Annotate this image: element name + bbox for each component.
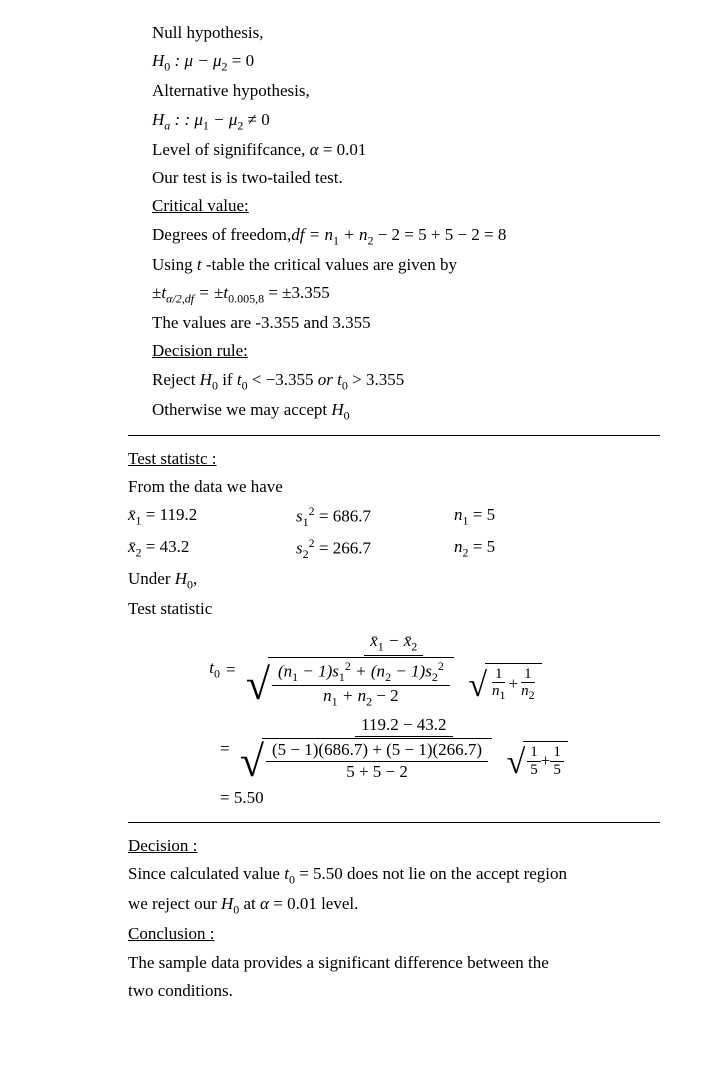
heading: Decision rule: bbox=[152, 338, 670, 364]
null-hypothesis-eq: H0 : μ − μ2 = 0 bbox=[152, 48, 670, 76]
text: Null hypothesis, bbox=[152, 20, 670, 46]
divider bbox=[128, 822, 660, 823]
alt-hypothesis-eq: Ha : : μ1 − μ2 ≠ 0 bbox=[152, 107, 670, 135]
t-result: = 5.50 bbox=[220, 789, 264, 808]
degrees-of-freedom: Degrees of freedom,df = n1 + n2 − 2 = 5 … bbox=[152, 222, 670, 250]
text: we reject our H0 at α = 0.01 level. bbox=[128, 891, 670, 919]
data-row-1: x̄1 = 119.2 s12 = 686.7 n1 = 5 bbox=[128, 502, 670, 532]
text: Test statistic bbox=[128, 596, 670, 622]
divider bbox=[128, 435, 660, 436]
heading: Decision : bbox=[128, 833, 670, 859]
decision-block: Decision : Since calculated value t0 = 5… bbox=[128, 833, 670, 1004]
heading: Conclusion : bbox=[128, 921, 670, 947]
hypothesis-setup-block: Null hypothesis, H0 : μ − μ2 = 0 Alterna… bbox=[152, 20, 670, 425]
text: two conditions. bbox=[128, 978, 670, 1004]
data-row-2: x̄2 = 43.2 s22 = 266.7 n2 = 5 bbox=[128, 534, 670, 564]
reject-rule: Reject H0 if t0 < −3.355 or t0 > 3.355 bbox=[152, 367, 670, 395]
t-statistic-formula: t0 = x̄1 − x̄2 √ (n1 − 1)s12 + (n2 − 1)s… bbox=[178, 628, 670, 812]
text: Alternative hypothesis, bbox=[152, 78, 670, 104]
text: The sample data provides a significant d… bbox=[128, 950, 670, 976]
text: The values are -3.355 and 3.355 bbox=[152, 310, 670, 336]
test-statistic-block: Test statistc : From the data we have x̄… bbox=[128, 446, 670, 812]
heading: Critical value: bbox=[152, 193, 670, 219]
significance-level: Level of signififcance, α = 0.01 bbox=[152, 137, 670, 163]
critical-value-eq: ±tα/2,df = ±t0.005,8 = ±3.355 bbox=[152, 280, 670, 308]
text: Our test is is two-tailed test. bbox=[152, 165, 670, 191]
text: Using t -table the critical values are g… bbox=[152, 252, 670, 278]
text: Since calculated value t0 = 5.50 does no… bbox=[128, 861, 670, 889]
accept-rule: Otherwise we may accept H0 bbox=[152, 397, 670, 425]
heading: Test statistc : bbox=[128, 446, 670, 472]
text: From the data we have bbox=[128, 474, 670, 500]
text: Under H0, bbox=[128, 566, 670, 594]
